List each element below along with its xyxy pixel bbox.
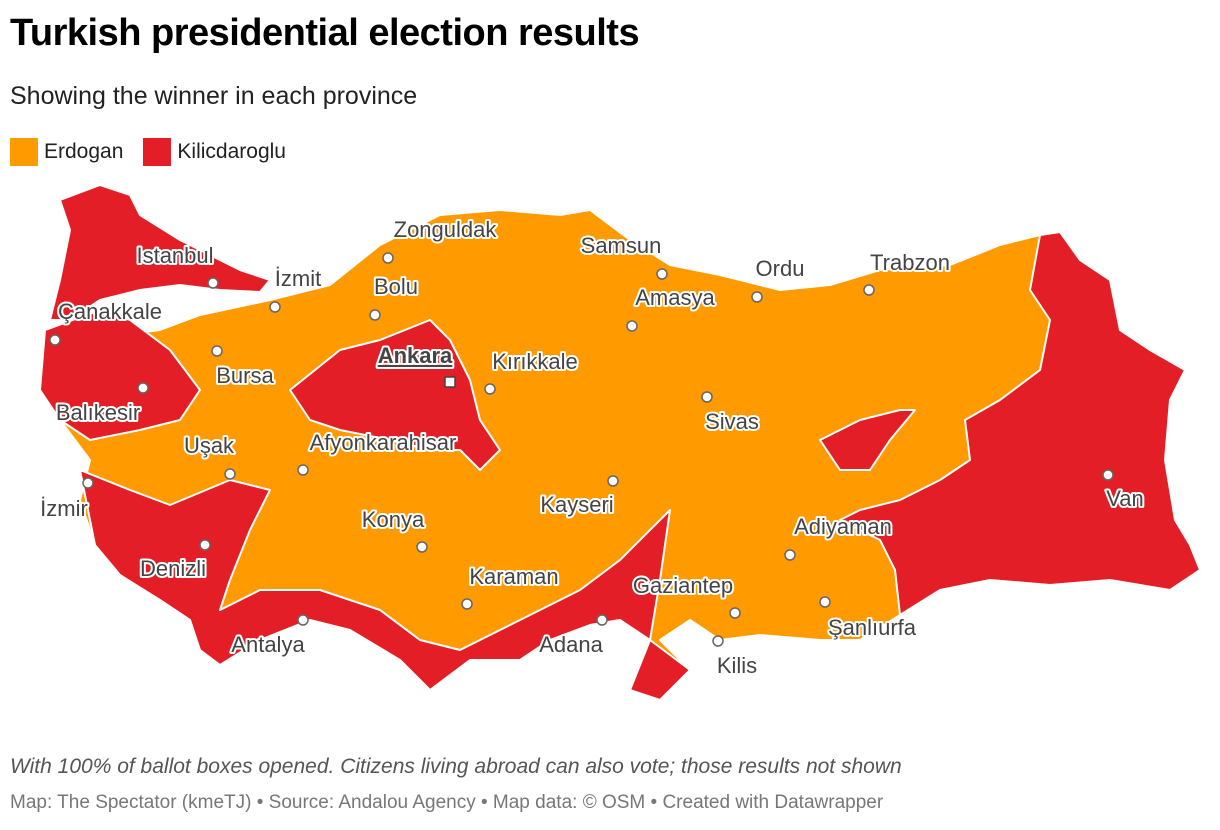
city-dot bbox=[49, 334, 61, 346]
city-label: Kayseri bbox=[540, 492, 613, 517]
legend: Erdogan Kilicdaroglu bbox=[10, 138, 286, 166]
city-dot bbox=[199, 539, 211, 551]
city-label: Trabzon bbox=[870, 250, 950, 275]
capital-marker bbox=[444, 376, 456, 388]
credit: Map: The Spectator (kmeTJ) • Source: And… bbox=[10, 792, 884, 813]
city-label: Uşak bbox=[184, 433, 235, 458]
city-label: Samsun bbox=[581, 233, 662, 258]
city-dot bbox=[82, 477, 94, 489]
city-label: Şanlıurfa bbox=[828, 615, 917, 640]
city-labels: Istanbul Çanakkale İzmit Zonguldak Bolu … bbox=[38, 215, 1146, 680]
legend-swatch bbox=[143, 138, 172, 166]
city-label: Ordu bbox=[756, 256, 805, 281]
city-dot bbox=[224, 468, 236, 480]
city-dot bbox=[596, 614, 608, 626]
city-label: Denizli bbox=[140, 556, 206, 581]
city-dot bbox=[863, 284, 875, 296]
city-dot bbox=[269, 301, 281, 313]
city-label: İzmir bbox=[40, 496, 88, 521]
city-dot bbox=[784, 549, 796, 561]
city-label: Adana bbox=[539, 632, 603, 657]
city-dot bbox=[369, 309, 381, 321]
city-dot bbox=[461, 598, 473, 610]
city-label: Afyonkarahisar bbox=[310, 430, 457, 455]
city-label: Kilis bbox=[717, 653, 757, 678]
city-label: Kırıkkale bbox=[492, 349, 578, 374]
region bbox=[839, 231, 1201, 616]
city-label: Amasya bbox=[635, 285, 715, 310]
legend-label: Erdogan bbox=[44, 140, 124, 163]
city-label: Zonguldak bbox=[394, 217, 498, 242]
region bbox=[79, 469, 691, 701]
city-dot bbox=[1102, 469, 1114, 481]
legend-label: Kilicdaroglu bbox=[177, 140, 286, 163]
city-label: Balıkesir bbox=[56, 400, 140, 425]
city-dot bbox=[416, 541, 428, 553]
city-dot bbox=[729, 607, 741, 619]
city-dot bbox=[751, 291, 763, 303]
city-dot bbox=[137, 382, 149, 394]
region bbox=[289, 319, 501, 471]
region bbox=[819, 409, 916, 471]
city-label: Gaziantep bbox=[633, 573, 733, 598]
city-label: Antalya bbox=[231, 632, 305, 657]
city-label: Ankara bbox=[378, 343, 453, 368]
city-dot bbox=[712, 635, 724, 647]
city-label: Van bbox=[1106, 486, 1144, 511]
city-label: Çanakkale bbox=[58, 299, 162, 324]
city-label: Bolu bbox=[374, 274, 418, 299]
city-label: Sivas bbox=[705, 409, 759, 434]
city-dot bbox=[297, 614, 309, 626]
city-dot bbox=[626, 320, 638, 332]
city-dot bbox=[211, 345, 223, 357]
footnote: With 100% of ballot boxes opened. Citize… bbox=[10, 755, 902, 778]
city-dot bbox=[382, 252, 394, 264]
city-label: Karaman bbox=[469, 564, 558, 589]
city-label: Bursa bbox=[216, 363, 274, 388]
city-dot bbox=[207, 277, 219, 289]
region bbox=[39, 309, 201, 441]
city-label: Istanbul bbox=[136, 243, 213, 268]
city-dot bbox=[607, 475, 619, 487]
city-dot bbox=[297, 464, 309, 476]
city-dot bbox=[701, 391, 713, 403]
legend-item: Erdogan bbox=[10, 138, 123, 166]
city-dot bbox=[819, 596, 831, 608]
title: Turkish presidential election results bbox=[10, 12, 640, 54]
city-label: İzmit bbox=[275, 266, 321, 291]
city-dot bbox=[656, 268, 668, 280]
legend-swatch bbox=[10, 138, 38, 166]
subtitle: Showing the winner in each province bbox=[10, 82, 418, 110]
legend-item: Kilicdaroglu bbox=[143, 138, 286, 166]
city-dot bbox=[484, 383, 496, 395]
city-label: Konya bbox=[362, 507, 425, 532]
city-label: Adiyaman bbox=[794, 514, 892, 539]
